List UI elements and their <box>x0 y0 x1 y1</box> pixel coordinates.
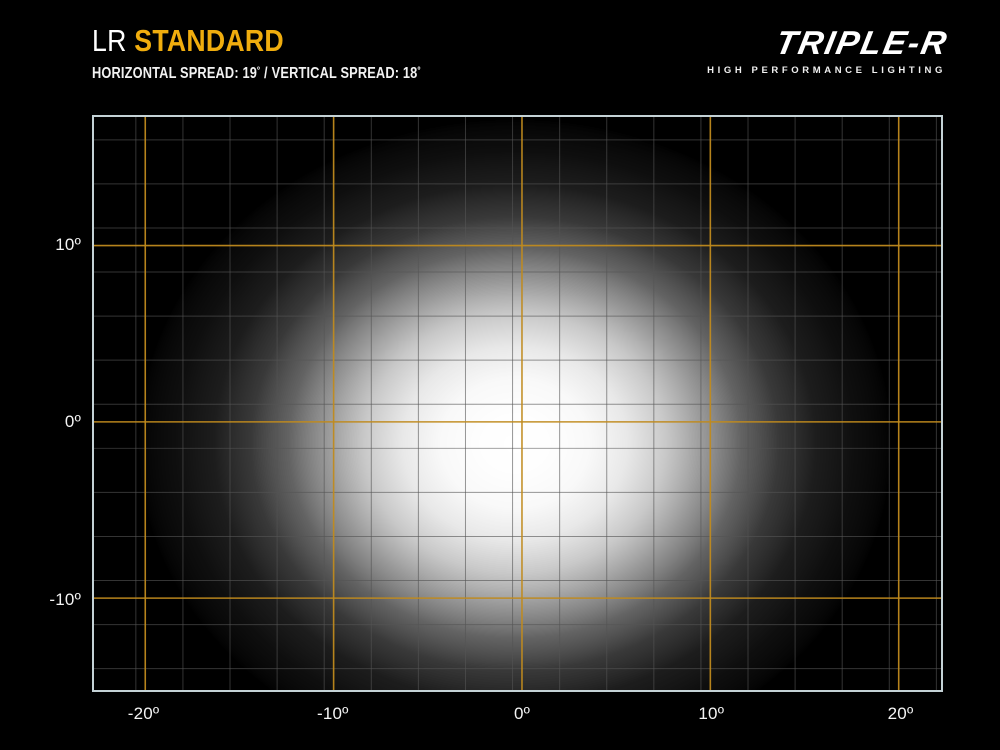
header: LR STANDARD HORIZONTAL SPREAD: 19º / VERTI… <box>0 0 1000 110</box>
plot-area <box>92 115 943 692</box>
x-axis-tick-label: 0º <box>513 704 531 723</box>
logo-tagline: HIGH PERFORMANCE LIGHTING <box>707 65 946 76</box>
x-axis-tick-label: 10º <box>698 704 725 723</box>
spread-separator: / <box>263 65 268 83</box>
y-axis-tick-label: 10º <box>55 234 81 254</box>
title-prefix: LR <box>92 23 135 58</box>
spread-subtitle: HORIZONTAL SPREAD: 19º / VERTICAL SPREAD: … <box>92 65 420 83</box>
beam-intensity-map <box>94 117 941 690</box>
vertical-spread-label: VERTICAL SPREAD: <box>271 65 403 83</box>
y-axis-tick-label: -10º <box>49 589 81 609</box>
horizontal-spread-value: 19 <box>242 65 258 83</box>
page-title: LR STANDARD <box>92 24 445 58</box>
x-axis-tick-label: -10º <box>316 704 349 723</box>
degree-symbol-vertical: º <box>417 65 421 76</box>
vertical-spread-value: 18 <box>402 65 418 83</box>
degree-symbol-horizontal: º <box>257 65 260 76</box>
x-axis-tick-label: 20º <box>887 704 914 723</box>
title-model-name: STANDARD <box>134 23 284 58</box>
title-block: LR STANDARD HORIZONTAL SPREAD: 19º / VERTI… <box>92 24 502 83</box>
horizontal-spread-label: HORIZONTAL SPREAD: <box>92 65 243 83</box>
x-axis-tick-label: -20º <box>127 704 160 723</box>
brand-logo: TRIPLE-R HIGH PERFORMANCE LIGHTING <box>707 24 952 76</box>
y-axis-tick-label: 0º <box>64 412 81 431</box>
logo-wordmark: TRIPLE-R <box>772 24 952 61</box>
